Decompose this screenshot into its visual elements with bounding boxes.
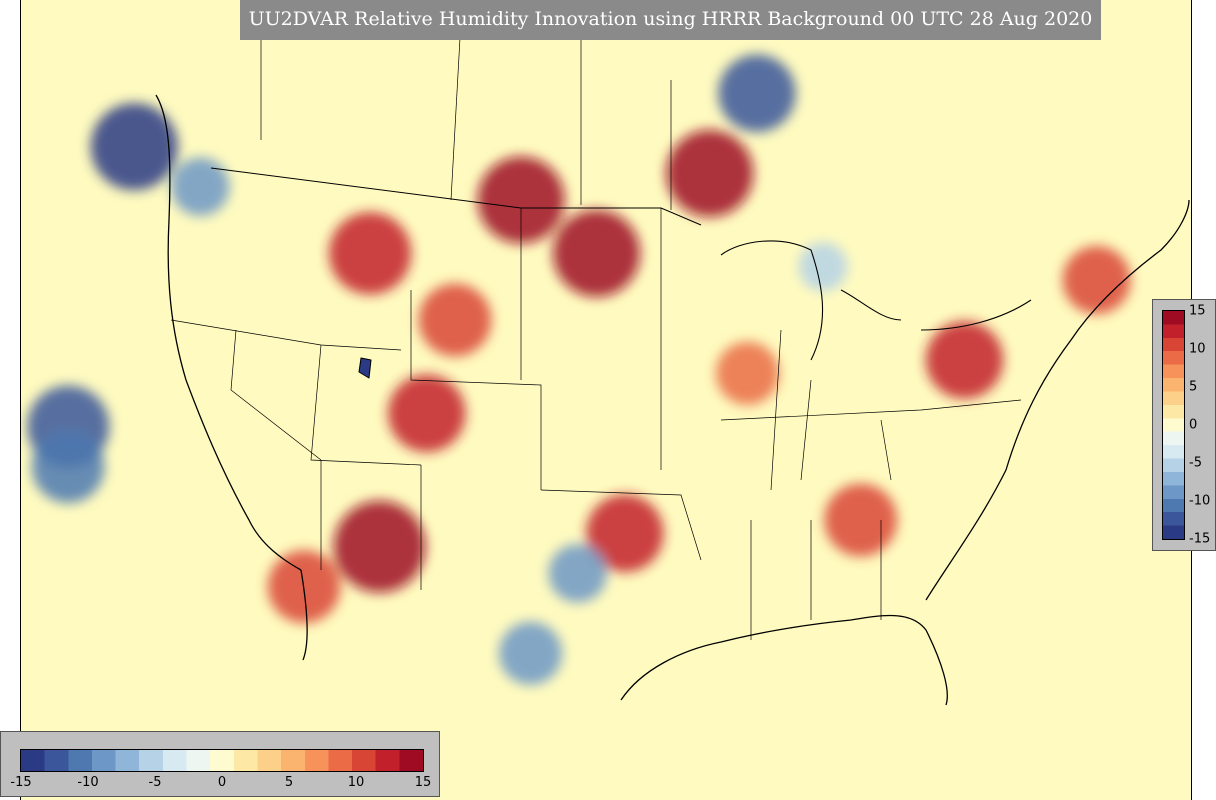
colorbar-vertical-gradient [1162, 310, 1185, 540]
map-title: UU2DVAR Relative Humidity Innovation usi… [240, 0, 1101, 40]
east-coast [925, 199, 1190, 601]
positive-anomaly [477, 156, 565, 244]
colorbar-tick-label: -5 [1189, 455, 1202, 471]
colorbar-tick-label: 15 [414, 775, 432, 790]
negative-anomaly [90, 103, 178, 191]
colorbar-vertical: -15 -10 -5 0 5 10 15 [1152, 299, 1216, 551]
positive-anomaly [387, 374, 466, 453]
coastline-and-borders [155, 94, 1190, 706]
map-canvas [26, 19, 1190, 706]
colorbar-tick-label: 10 [347, 775, 365, 790]
positive-anomaly [328, 212, 412, 295]
gulf-coast [620, 614, 948, 706]
negative-anomaly [798, 242, 848, 292]
colorbar-tick-label: -15 [1189, 531, 1211, 547]
positive-anomaly [333, 500, 426, 593]
colorbar-tick-label: 15 [1189, 303, 1206, 319]
us-canada-border [210, 167, 702, 226]
colorbar-horizontal-gradient [20, 749, 424, 772]
positive-anomaly [824, 483, 898, 557]
great-lakes [720, 240, 1032, 361]
colorbar-tick-label: 0 [1189, 417, 1198, 433]
colorbar-tick-label: 5 [284, 775, 294, 790]
colorbar-tick-label: 10 [1189, 341, 1206, 357]
negative-anomaly [718, 54, 796, 133]
map-area [20, 0, 1192, 800]
baja-peninsula [300, 569, 308, 661]
colorbar-tick-label: -10 [77, 775, 99, 790]
positive-anomaly [418, 283, 492, 357]
negative-anomaly [31, 430, 105, 504]
state-borders [170, 19, 1022, 640]
positive-anomaly [552, 209, 641, 297]
great-salt-lake [358, 357, 372, 379]
negative-anomaly [171, 157, 230, 216]
negative-anomaly [498, 621, 563, 685]
colorbar-tick-label: -10 [1189, 493, 1211, 509]
us-west-coast [155, 94, 302, 571]
positive-anomaly [586, 494, 664, 573]
positive-anomaly [666, 129, 754, 217]
colorbar-tick-label: 5 [1189, 379, 1198, 395]
positive-anomaly [925, 321, 1004, 399]
colorbar-tick-label: 0 [217, 775, 227, 790]
negative-anomaly [548, 544, 607, 603]
positive-anomaly [1062, 246, 1131, 314]
colorbar-horizontal: -15 -10 -5 0 5 10 15 [0, 731, 440, 797]
positive-anomaly [715, 341, 780, 405]
colorbar-tick-label: -15 [10, 775, 32, 790]
anomaly-layer [26, 54, 1131, 685]
colorbar-tick-label: -5 [148, 775, 162, 790]
